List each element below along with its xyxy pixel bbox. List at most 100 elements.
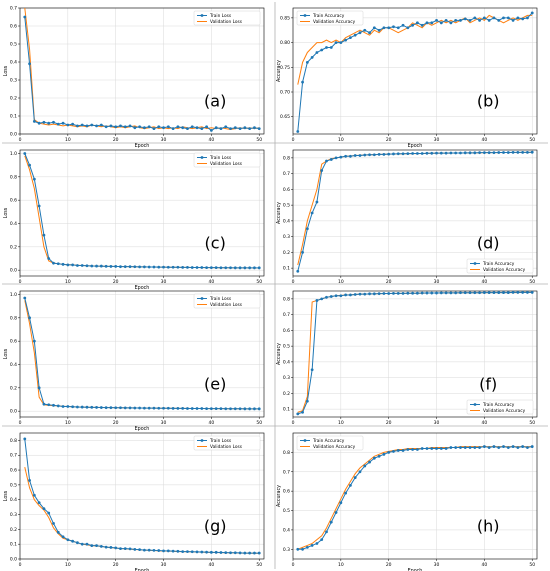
panel-label: (e) <box>204 374 226 393</box>
data-point <box>415 291 419 295</box>
data-point <box>487 18 491 22</box>
data-point <box>530 11 534 15</box>
data-point <box>526 291 529 294</box>
x-tick-label: 30 <box>161 137 167 143</box>
data-point <box>430 21 434 25</box>
data-point <box>372 292 376 296</box>
data-point <box>482 16 486 20</box>
data-point <box>320 297 324 301</box>
data-point <box>95 406 98 409</box>
data-point <box>123 125 127 129</box>
data-point <box>392 291 395 295</box>
data-point <box>406 448 410 451</box>
data-point <box>119 124 122 128</box>
data-point <box>492 16 496 20</box>
data-point <box>315 299 319 302</box>
y-tick-label: 0.80 <box>280 40 290 46</box>
data-point <box>439 21 443 25</box>
x-tick-label: 50 <box>529 279 535 285</box>
y-tick-label: 0.6 <box>283 187 290 193</box>
y-axis-label: Loss <box>3 207 9 218</box>
data-point <box>425 291 429 295</box>
x-axis-label: Epoch <box>135 143 150 149</box>
data-point <box>61 535 65 539</box>
data-point <box>190 266 194 269</box>
data-point <box>358 292 362 296</box>
data-point <box>463 291 467 295</box>
data-point <box>37 501 41 505</box>
data-point <box>23 15 27 19</box>
data-point <box>382 452 386 456</box>
data-point <box>487 291 491 294</box>
data-point <box>334 511 338 514</box>
data-point <box>166 549 170 553</box>
data-point <box>511 291 515 294</box>
data-point <box>506 16 510 20</box>
data-point <box>425 151 429 155</box>
data-point <box>344 38 348 42</box>
data-point <box>181 265 185 269</box>
data-point <box>497 446 501 449</box>
y-axis-label: Accuracy <box>276 343 282 365</box>
data-point <box>248 407 252 411</box>
y-axis-label: Loss <box>3 348 9 359</box>
data-point <box>162 126 165 130</box>
data-point <box>301 250 304 254</box>
legend-entry: Train Accuracy <box>482 261 515 267</box>
data-point <box>310 56 314 59</box>
x-tick-label: 10 <box>338 562 344 568</box>
data-point <box>233 266 237 270</box>
data-point <box>387 450 391 454</box>
data-point <box>238 266 242 270</box>
data-point <box>392 450 395 453</box>
legend-entry: Train Accuracy <box>312 13 345 19</box>
data-point <box>435 447 438 450</box>
data-point <box>349 154 352 158</box>
data-point <box>334 41 338 44</box>
data-point <box>138 548 142 552</box>
data-point <box>459 151 462 155</box>
data-point <box>209 129 213 132</box>
data-point <box>200 407 204 410</box>
data-point <box>56 262 60 266</box>
panel-label: (c) <box>205 233 226 252</box>
panel-label: (a) <box>204 91 226 110</box>
legend-entry: Train Loss <box>209 438 232 444</box>
data-point <box>23 296 27 300</box>
data-point <box>320 169 324 172</box>
data-point <box>344 154 348 158</box>
y-axis-label: Accuracy <box>276 485 282 507</box>
data-point <box>195 550 199 554</box>
chart-panel-7: 0 10 20 30 40 50 0.0 0.1 0.2 0.3 0.4 0.5 0.6 0.7 0.8 Ep… <box>3 432 265 571</box>
data-point <box>28 62 31 66</box>
data-point <box>99 123 103 127</box>
data-point <box>339 294 343 298</box>
data-point <box>147 265 151 269</box>
data-point <box>382 292 386 295</box>
data-point <box>459 18 462 22</box>
data-point <box>478 291 481 295</box>
data-point <box>439 447 443 450</box>
legend-entry: Train Accuracy <box>482 402 515 408</box>
data-point <box>119 406 122 410</box>
data-point <box>320 48 324 52</box>
y-tick-label: 0.8 <box>283 450 290 456</box>
legend-swatch-marker <box>473 262 477 265</box>
y-tick-label: 0.6 <box>10 339 17 345</box>
x-tick-label: 30 <box>434 137 440 143</box>
x-tick-label: 30 <box>161 279 167 285</box>
legend-entry: Validation Loss <box>210 19 243 25</box>
data-point <box>219 127 223 130</box>
y-tick-label: 0.7 <box>283 171 290 177</box>
data-point <box>349 36 352 40</box>
data-point <box>257 127 261 130</box>
data-point <box>468 151 472 155</box>
data-point <box>329 158 333 161</box>
data-point <box>502 151 505 154</box>
x-tick-label: 30 <box>161 420 167 426</box>
chart-panel-1: 0 10 20 30 40 50 0.0 0.1 0.2 0.3 0.4 0.5 0.6 0.7 Epoch… <box>3 6 265 149</box>
data-point <box>123 406 127 410</box>
